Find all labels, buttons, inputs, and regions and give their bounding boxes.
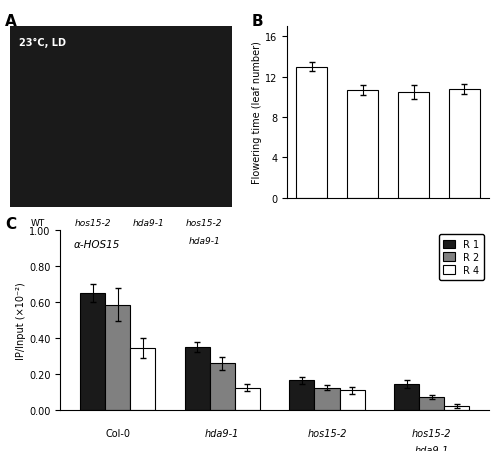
Bar xyxy=(347,91,378,198)
Text: hda9-1: hda9-1 xyxy=(205,428,239,438)
Text: hos15-2: hos15-2 xyxy=(307,428,347,438)
Text: Col-0: Col-0 xyxy=(105,428,130,438)
Text: C: C xyxy=(5,216,16,231)
Bar xyxy=(130,348,155,410)
Text: B: B xyxy=(252,14,264,28)
Text: α-HOS15: α-HOS15 xyxy=(74,239,120,249)
Bar xyxy=(419,397,445,410)
Text: hda9-1: hda9-1 xyxy=(133,219,164,228)
Text: A: A xyxy=(5,14,17,28)
Bar xyxy=(210,364,235,410)
Text: 23°C, LD: 23°C, LD xyxy=(19,38,66,48)
Text: hos15-2: hos15-2 xyxy=(75,219,111,228)
Text: hda9-1: hda9-1 xyxy=(414,445,449,451)
Bar xyxy=(235,388,260,410)
Bar xyxy=(289,381,314,410)
Bar xyxy=(314,388,340,410)
Y-axis label: Flowering time (leaf number): Flowering time (leaf number) xyxy=(253,41,263,184)
Bar xyxy=(394,384,419,410)
Text: hda9-1: hda9-1 xyxy=(188,237,220,246)
Bar xyxy=(105,305,130,410)
Text: hos15-2: hos15-2 xyxy=(186,219,222,228)
Text: WT: WT xyxy=(31,219,45,228)
Bar xyxy=(445,406,469,410)
Text: hos15-2: hos15-2 xyxy=(412,428,452,438)
Bar xyxy=(296,67,327,198)
Bar xyxy=(340,391,365,410)
Y-axis label: IP/Input (×10⁻²): IP/Input (×10⁻²) xyxy=(17,281,27,359)
Bar xyxy=(449,90,480,198)
Bar xyxy=(184,347,210,410)
Bar xyxy=(398,92,429,198)
Legend: R 1, R 2, R 4: R 1, R 2, R 4 xyxy=(438,235,484,281)
Bar xyxy=(80,293,105,410)
